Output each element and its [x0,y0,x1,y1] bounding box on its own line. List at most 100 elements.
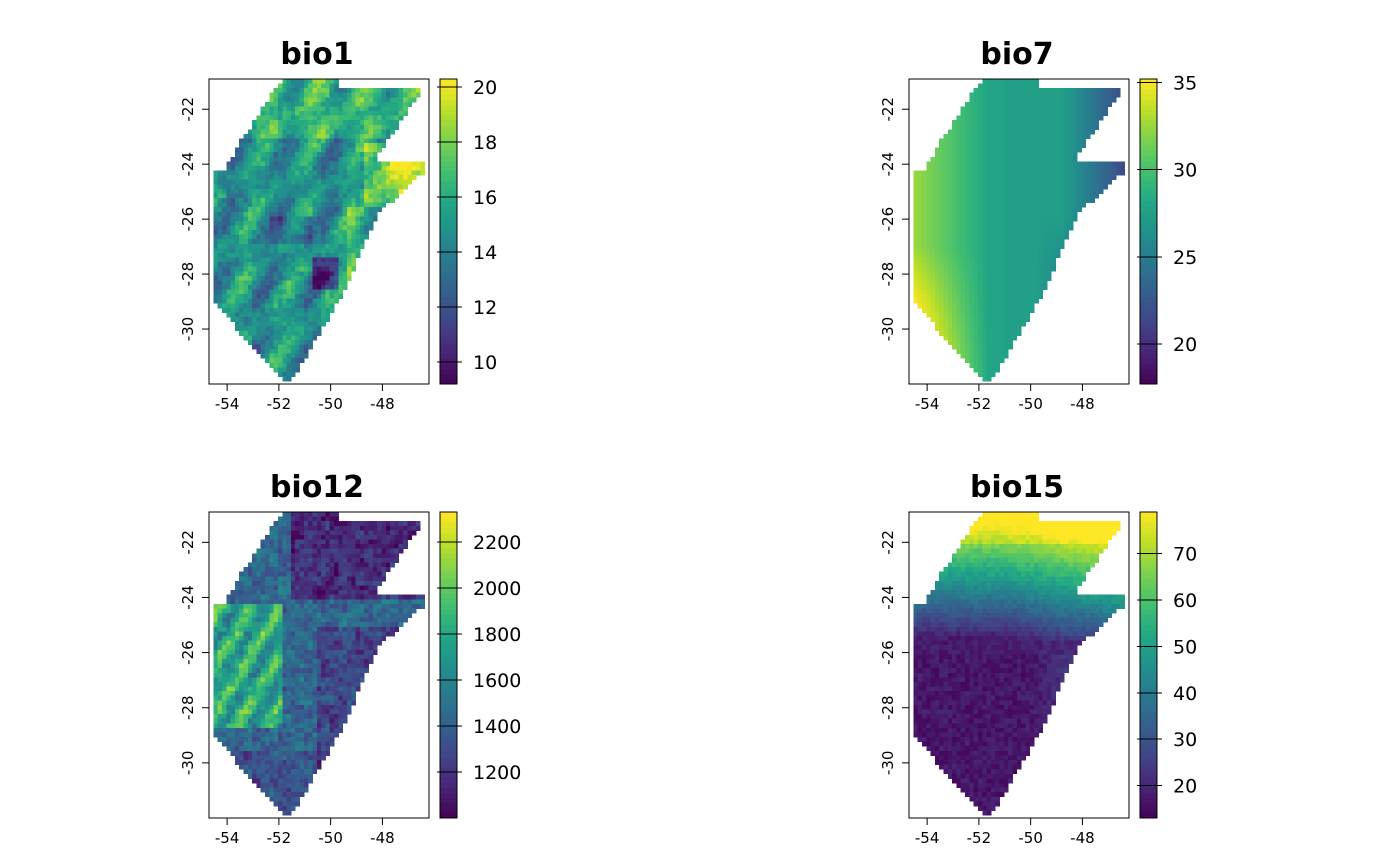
raster-cell [256,704,262,710]
raster-cell [260,567,266,573]
raster-cell [956,234,962,240]
raster-cell [952,120,957,126]
colorbar-swatch [440,256,457,263]
raster-cell [1094,106,1100,112]
raster-cell [277,769,283,775]
raster-cell [359,106,365,112]
raster-cell [308,133,313,139]
raster-cell [965,298,970,304]
raster-cell [230,672,236,678]
raster-cell [303,106,309,112]
raster-cell [1034,92,1039,98]
raster-cell [325,156,331,162]
raster-cell [1051,262,1057,268]
raster-cell [277,714,283,720]
raster-cell [213,645,219,651]
raster-cell [934,175,940,181]
raster-cell [1029,307,1035,313]
raster-cell [325,207,331,213]
raster-cell [256,266,262,272]
raster-cell [1021,220,1026,226]
raster-cell [329,266,335,272]
raster-cell [1055,248,1061,254]
raster-cell [269,275,275,281]
raster-cell [213,252,219,258]
raster-cell [1012,303,1018,309]
raster-cell [913,257,919,263]
raster-cell [277,700,283,706]
raster-cell [982,371,988,377]
raster-cell [346,179,352,185]
raster-cell [377,120,382,126]
raster-cell [1029,202,1035,208]
raster-cell [351,207,357,213]
raster-cell [277,312,283,318]
raster-cell [1034,298,1039,304]
raster-cell [308,79,313,84]
raster-cell [1072,88,1078,94]
raster-cell [1077,170,1082,176]
raster-cell [1016,317,1022,323]
raster-cell [1034,198,1039,203]
raster-cell [226,211,231,217]
raster-cell [342,92,348,98]
raster-cell [312,248,318,254]
raster-cell [260,161,266,167]
raster-cell [256,617,262,623]
raster-cell [377,101,382,107]
raster-cell [995,97,1000,103]
raster-cell [321,97,326,103]
raster-cell [282,367,288,373]
raster-cell [256,626,262,632]
raster-cell [217,640,223,646]
raster-cell [247,271,253,277]
raster-cell [338,97,344,103]
raster-cell [364,124,369,130]
raster-cell [256,317,262,323]
raster-cell [299,275,305,281]
raster-cell [377,111,382,117]
raster-cell [995,285,1000,290]
raster-cell [269,147,275,153]
raster-cell [265,138,270,144]
raster-cell [325,303,331,309]
raster-cell [982,143,988,149]
colorbar-swatch [440,317,457,324]
raster-cell [329,220,335,226]
raster-cell [217,654,223,660]
raster-cell [213,686,219,692]
raster-cell [334,83,339,89]
raster-cell [243,211,249,217]
raster-cell [1003,353,1009,359]
raster-cell [290,111,296,117]
raster-cell [394,170,400,176]
raster-cell [213,709,219,715]
raster-cell [243,225,249,231]
raster-cell [346,225,352,231]
raster-cell [265,636,270,641]
raster-cell [217,225,223,231]
raster-cell [299,280,305,286]
raster-cell [286,330,292,336]
raster-cell [947,129,953,135]
raster-cell [1098,97,1104,103]
raster-cell [1081,193,1087,199]
raster-cell [282,230,288,236]
raster-cell [213,677,219,683]
raster-cell [334,289,339,295]
raster-cell [265,576,270,582]
raster-cell [256,129,262,135]
raster-cell [952,298,957,304]
raster-cell [1077,147,1082,153]
raster-cell [265,695,270,701]
raster-cell [359,175,365,181]
raster-cell [286,147,292,153]
raster-cell [1090,124,1095,130]
raster-cell [282,658,288,664]
raster-cell [372,143,378,149]
raster-cell [290,326,296,332]
raster-cell [342,207,348,213]
raster-cell [913,271,919,277]
raster-cell [329,124,335,130]
raster-cell [260,307,266,313]
